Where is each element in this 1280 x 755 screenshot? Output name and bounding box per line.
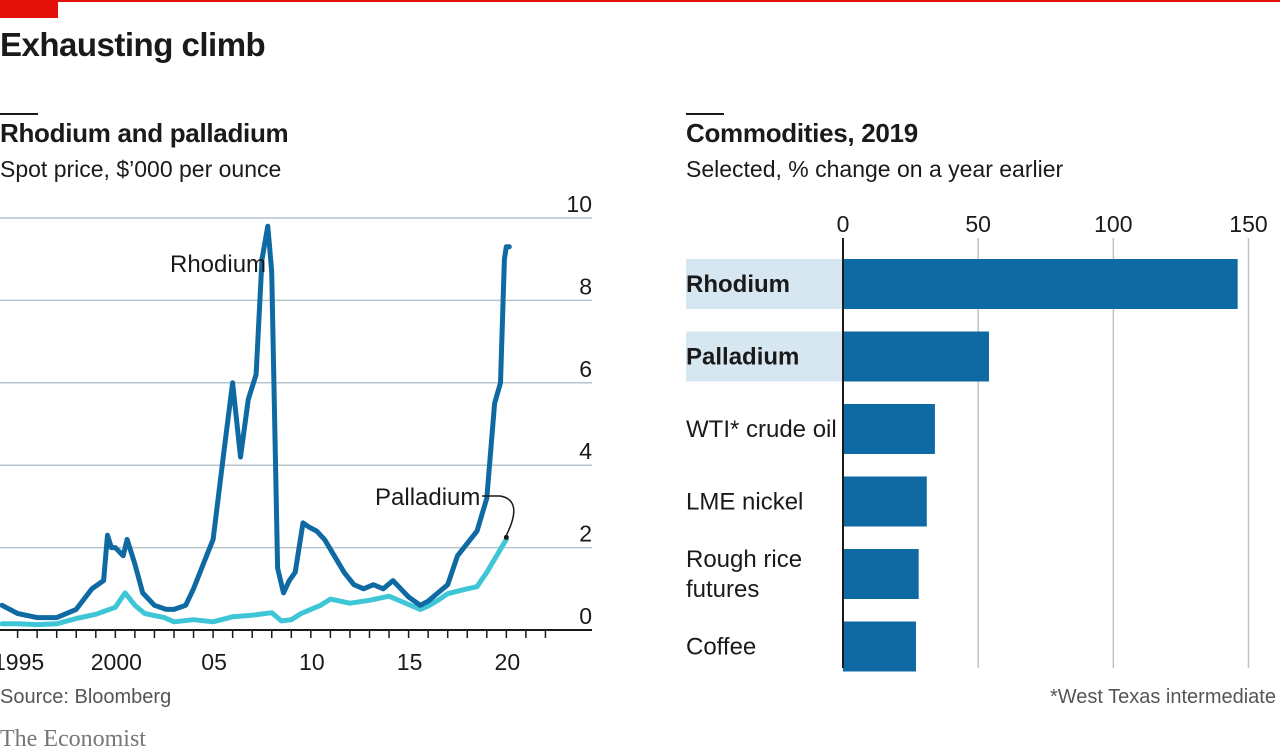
- bar: [843, 476, 927, 527]
- category-label: Palladium: [686, 344, 799, 371]
- x-tick-label: 50: [965, 211, 991, 237]
- y-tick-label: 4: [579, 438, 592, 464]
- top-accent-line: [0, 0, 1280, 2]
- x-tick-label: 1995: [0, 649, 44, 675]
- x-tick-label: 0: [837, 211, 850, 237]
- y-tick-label: 8: [579, 273, 592, 299]
- rhodium-line: [0, 223, 512, 621]
- category-label: futures: [686, 576, 759, 603]
- y-tick-label: 0: [579, 603, 592, 629]
- left-panel-rule: [0, 113, 38, 115]
- category-highlight: [686, 331, 843, 382]
- x-tick-label: 20: [495, 649, 521, 675]
- palladium-series-label: Palladium: [375, 484, 480, 511]
- y-tick-label: 6: [579, 356, 592, 382]
- left-chart-title: Rhodium and palladium: [0, 118, 289, 148]
- y-tick-label: 10: [566, 191, 592, 217]
- bar: [843, 621, 916, 672]
- bar: [843, 331, 989, 382]
- footnote: *West Texas intermediate: [1049, 686, 1276, 708]
- right-chart-subtitle: Selected, % change on a year earlier: [686, 156, 1064, 182]
- x-tick-label: 05: [201, 649, 227, 675]
- category-label: WTI* crude oil: [686, 416, 837, 443]
- source-note: Source: Bloomberg: [0, 686, 172, 708]
- category-label: Rough rice: [686, 546, 802, 573]
- category-highlight: [686, 259, 843, 309]
- right-panel-rule: [686, 113, 724, 115]
- line-chart: 0 2 4 6 8 10 1995 2000 05 10 15 20 Rhodium Palladium: [0, 191, 592, 675]
- top-red-tab: [0, 0, 58, 18]
- x-tick-label: 150: [1229, 211, 1267, 237]
- category-label: Coffee: [686, 634, 756, 661]
- x-tick-label: 10: [299, 649, 325, 675]
- x-tick-label: 100: [1094, 211, 1132, 237]
- left-chart-subtitle: Spot price, $’000 per ounce: [0, 156, 282, 182]
- palladium-leader-line: [482, 495, 515, 536]
- right-chart-title: Commodities, 2019: [686, 118, 918, 148]
- category-label: LME nickel: [686, 489, 803, 516]
- brand-logo: The Economist: [0, 726, 146, 752]
- x-tick-label: 15: [397, 649, 423, 675]
- page-title: Exhausting climb: [0, 26, 266, 63]
- bar: [843, 549, 919, 599]
- palladium-leader-dot: [503, 534, 509, 540]
- category-label: Rhodium: [686, 271, 790, 298]
- bar: [843, 404, 935, 454]
- rhodium-series-label: Rhodium: [170, 251, 266, 278]
- x-tick-label: 2000: [91, 649, 142, 675]
- palladium-line: [0, 536, 509, 628]
- y-tick-label: 2: [579, 521, 592, 547]
- bar: [843, 259, 1238, 309]
